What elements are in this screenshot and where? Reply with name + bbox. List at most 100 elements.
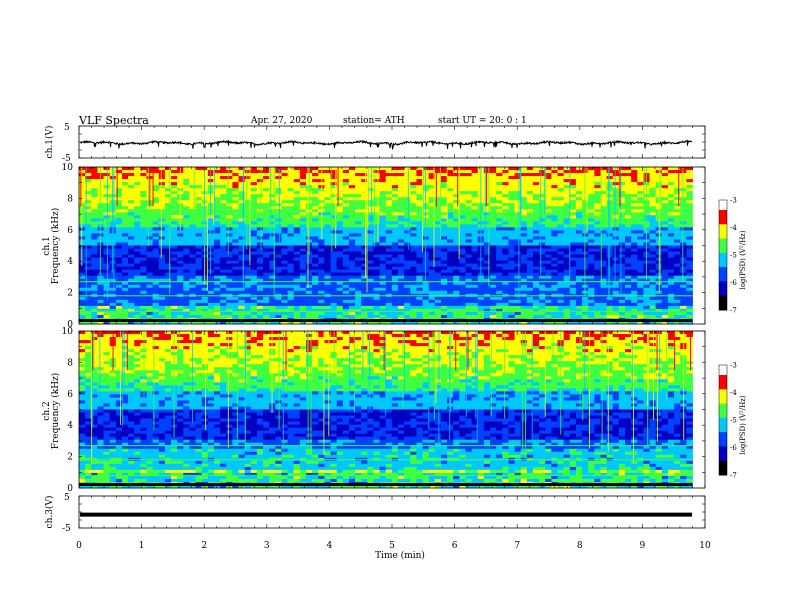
spectrogram-cell: [128, 263, 135, 268]
spectrogram-cell: [269, 287, 276, 292]
spectrogram-cell: [416, 248, 423, 252]
spectrogram-cell: [256, 167, 264, 171]
spectrogram-cell: [299, 206, 307, 210]
spectrogram-cell: [532, 254, 540, 258]
spectrogram-cell: [281, 311, 288, 316]
spectrogram-cell: [391, 173, 399, 177]
spectrogram-cell: [391, 299, 399, 304]
spectrogram-cell: [606, 170, 614, 174]
spectrogram-cell: [551, 182, 558, 186]
spectrogram-cell: [79, 200, 86, 204]
spectrogram-cell: [121, 281, 129, 286]
spectrogram-cell: [348, 200, 356, 204]
spectrogram-cell: [183, 302, 190, 307]
spectrogram-cell: [140, 278, 147, 283]
spectrogram-cell: [213, 215, 221, 219]
spectrogram-cell: [324, 230, 331, 234]
spectrogram-cell: [661, 206, 669, 210]
spectrogram-cell: [496, 260, 503, 265]
spectrogram-cell: [398, 269, 405, 274]
spectrogram-cell: [434, 173, 442, 177]
spectrogram-cell: [152, 194, 160, 198]
spectrogram-cell: [667, 254, 675, 258]
spectrogram-cell: [428, 245, 436, 249]
spectrogram-cell: [447, 257, 454, 261]
spectrogram-cell: [410, 266, 417, 271]
spectrogram-cell: [661, 266, 669, 271]
spectrogram-cell: [539, 209, 546, 213]
spectrogram-cell: [379, 308, 387, 313]
spectrogram-cell: [244, 185, 252, 189]
spectrogram-cell: [385, 191, 393, 195]
spectrogram-cell: [471, 281, 479, 286]
spectrogram-cell: [496, 254, 503, 258]
spectrogram-cell: [238, 203, 246, 207]
spectrogram-cell: [631, 230, 638, 234]
spectrogram-cell: [618, 248, 626, 252]
spectrogram-cell: [207, 221, 215, 225]
spectrogram-cell: [171, 203, 178, 207]
spectrogram-cell: [226, 287, 233, 292]
spectrogram-cell: [336, 233, 344, 237]
spectrogram-cell: [121, 263, 129, 268]
spectrogram-cell: [121, 233, 129, 237]
spectrogram-cell: [416, 212, 423, 216]
spectrogram-cell: [490, 230, 497, 234]
spectrogram-cell: [637, 272, 644, 277]
spectrogram-cell: [263, 242, 270, 246]
spectrogram-cell: [514, 290, 522, 295]
spectrogram-cell: [631, 302, 638, 307]
spectrogram-cell: [618, 236, 626, 240]
spectrogram-cell: [680, 239, 687, 243]
spectrogram-cell: [637, 290, 644, 295]
spectrogram-cell: [637, 266, 644, 271]
spectrogram-cell: [575, 200, 583, 204]
spectrogram-cell: [459, 290, 466, 295]
spectrogram-cell: [465, 275, 473, 280]
spectrogram-cell: [103, 245, 111, 249]
spectrogram-cell: [312, 176, 319, 180]
spectrogram-cell: [115, 188, 123, 192]
spectrogram-cell: [588, 227, 595, 231]
spectrogram-cell: [514, 239, 522, 243]
spectrogram-cell: [115, 203, 123, 207]
spectrogram-cell: [391, 206, 399, 210]
spectrogram-cell: [625, 266, 632, 271]
spectrogram-cell: [318, 275, 325, 280]
spectrogram-cell: [453, 260, 460, 265]
spectrogram-cell: [134, 248, 141, 252]
spectrogram-cell: [287, 209, 295, 213]
spectrogram-cell: [361, 269, 368, 274]
spectrogram-cell: [103, 206, 111, 210]
spectrogram-cell: [563, 224, 571, 228]
spectrogram-cell: [563, 200, 571, 204]
spectrogram-cell: [121, 218, 129, 222]
spectrogram-cell: [649, 233, 657, 237]
spectrogram-cell: [440, 227, 448, 231]
spectrogram-cell: [545, 281, 552, 286]
spectrogram-cell: [514, 170, 522, 174]
spectrogram-cell: [232, 215, 239, 219]
spectrogram-cell: [324, 305, 331, 310]
spectrogram-cell: [532, 173, 540, 177]
spectrogram-cell: [674, 257, 681, 261]
spectrogram-cell: [183, 215, 190, 219]
spectrogram-cell: [146, 233, 154, 237]
spectrogram-cell: [416, 275, 423, 280]
spectrogram-cell: [348, 257, 356, 261]
spectrogram-cell: [563, 203, 571, 207]
spectrogram-cell: [404, 254, 411, 258]
spectrogram-cell: [502, 239, 509, 243]
spectrogram-cell: [146, 305, 154, 310]
spectrogram-cell: [569, 272, 577, 277]
spectrogram-cell: [447, 287, 454, 292]
spectrogram-cell: [649, 224, 657, 228]
spectrogram-cell: [434, 257, 442, 261]
spectrogram-cell: [575, 227, 583, 231]
spectrogram-cell: [91, 308, 98, 313]
spectrogram-cell: [128, 239, 135, 243]
spectrogram-cell: [305, 287, 313, 292]
spectrogram-cell: [287, 176, 295, 180]
spectrogram-cell: [330, 221, 338, 225]
spectrogram-cell: [232, 311, 239, 316]
